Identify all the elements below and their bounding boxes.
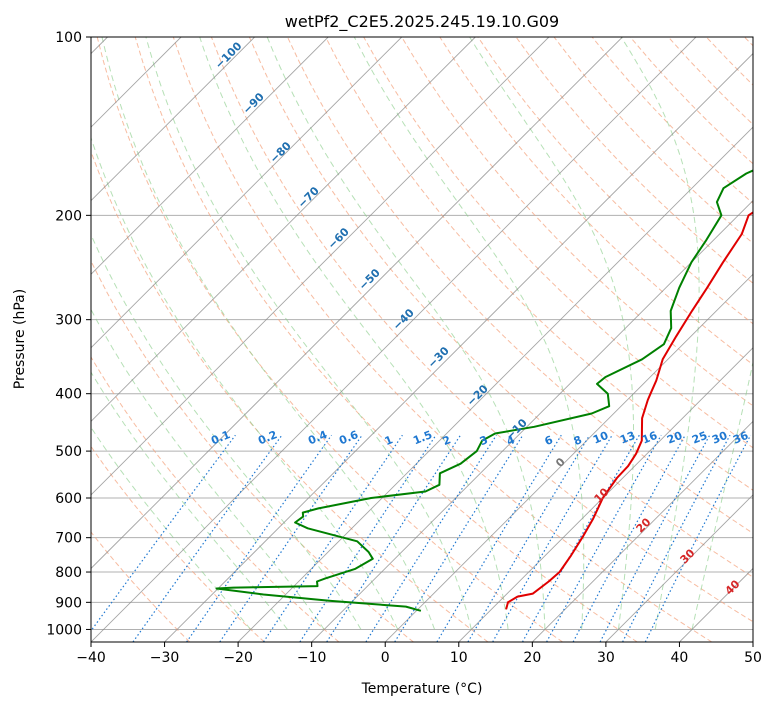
dry-adiabat (439, 37, 753, 366)
isotherm (91, 37, 550, 496)
moist-adiabat (620, 37, 700, 630)
x-tick-label: 0 (381, 650, 390, 666)
mixing-ratio-line (436, 434, 562, 642)
temperature-profile (505, 211, 753, 610)
mixing-ratio-line (492, 434, 613, 642)
isotherm (384, 273, 753, 642)
mixing-ratio-label: 25 (690, 429, 709, 447)
y-tick-label: 500 (55, 444, 82, 460)
x-tick-label: 40 (671, 650, 689, 666)
isotherm (91, 37, 697, 642)
dry-adiabat (134, 37, 638, 642)
x-tick-label: 50 (744, 650, 762, 666)
x-axis-label: Temperature (°C) (361, 681, 483, 697)
mixing-ratio-line (546, 434, 662, 642)
moist-adiabat (91, 426, 252, 630)
x-tick-label: 30 (597, 650, 615, 666)
mixing-ratio-label: 8 (572, 433, 584, 448)
isotherm (532, 420, 753, 642)
dry-adiabat (248, 37, 753, 578)
moist-adiabat (91, 136, 399, 630)
mixing-ratio-label: 2 (441, 433, 453, 448)
mixing-ratio-line (521, 434, 640, 642)
isotherm (164, 52, 753, 642)
mixing-ratio-label: 36 (731, 429, 750, 447)
y-tick-label: 400 (55, 387, 82, 403)
dry-adiabat (325, 37, 753, 491)
y-tick-label: 1000 (46, 622, 82, 638)
y-tick-label: 200 (55, 208, 82, 224)
y-tick-label: 800 (55, 565, 82, 581)
mixing-ratio-label: 20 (665, 429, 684, 447)
y-axis-label: Pressure (hPa) (12, 289, 28, 389)
moist-adiabat (101, 37, 436, 630)
mixing-ratio-label: 16 (640, 429, 659, 447)
isotherm (91, 37, 476, 422)
y-tick-label: 600 (55, 491, 82, 507)
mixing-ratio-line (622, 434, 731, 642)
mixing-ratio-line (186, 434, 332, 642)
plot-frame (90, 36, 754, 643)
mixing-ratio-line (326, 434, 461, 642)
y-tick-label: 100 (55, 30, 82, 46)
dry-adiabat (401, 37, 753, 407)
moist-adiabat (469, 37, 634, 630)
dry-adiabat (172, 37, 713, 642)
mixing-ratio-line (644, 434, 752, 642)
y-tick-label: 900 (55, 595, 82, 611)
isotherm (458, 347, 753, 642)
isotherm (91, 37, 623, 570)
dry-adiabat (91, 150, 489, 642)
moist-adiabat (266, 37, 546, 630)
mixing-ratio-line (91, 434, 236, 632)
isotherm (91, 37, 403, 349)
x-tick-label: −20 (223, 650, 253, 666)
moist-adiabat (691, 360, 753, 630)
mixing-ratio-line (467, 434, 591, 642)
dewpoint-profile (215, 169, 753, 612)
x-tick-label: 10 (450, 650, 468, 666)
dry-adiabat (91, 531, 191, 642)
mixing-ratio-line (365, 434, 497, 642)
mixing-ratio-label: 30 (710, 429, 729, 447)
mixing-ratio-label: 13 (618, 429, 637, 447)
mixing-ratio-line (572, 434, 686, 642)
dry-adiabat (210, 37, 753, 623)
y-tick-label: 300 (55, 313, 82, 329)
dry-adiabat (91, 445, 265, 642)
mixing-ratio-label: 10 (591, 429, 610, 447)
mixing-ratio-line (394, 434, 524, 642)
moist-adiabat (91, 308, 325, 630)
mixing-ratio-line (219, 434, 363, 642)
isotherm (237, 126, 753, 642)
dry-adiabat (515, 37, 753, 284)
x-tick-label: −40 (76, 650, 106, 666)
dry-adiabat (96, 37, 563, 642)
x-tick-label: −10 (297, 650, 327, 666)
dry-adiabat (91, 356, 340, 642)
isotherm (311, 200, 753, 642)
moist-adiabat (145, 37, 472, 630)
moist-adiabat (199, 37, 509, 630)
isotherm (605, 494, 753, 642)
moist-adiabat (353, 37, 585, 630)
mixing-ratio-label: 3 (478, 433, 490, 448)
isotherm (91, 37, 255, 202)
chart-title: wetPf2_C2E5.2025.245.19.10.G09 (285, 12, 559, 32)
moist-adiabat (91, 233, 362, 630)
x-tick-label: 20 (523, 650, 541, 666)
isotherm (91, 37, 329, 275)
x-tick-label: −30 (150, 650, 180, 666)
y-tick-label: 700 (55, 531, 82, 547)
mixing-ratio-label: 1 (383, 433, 395, 448)
